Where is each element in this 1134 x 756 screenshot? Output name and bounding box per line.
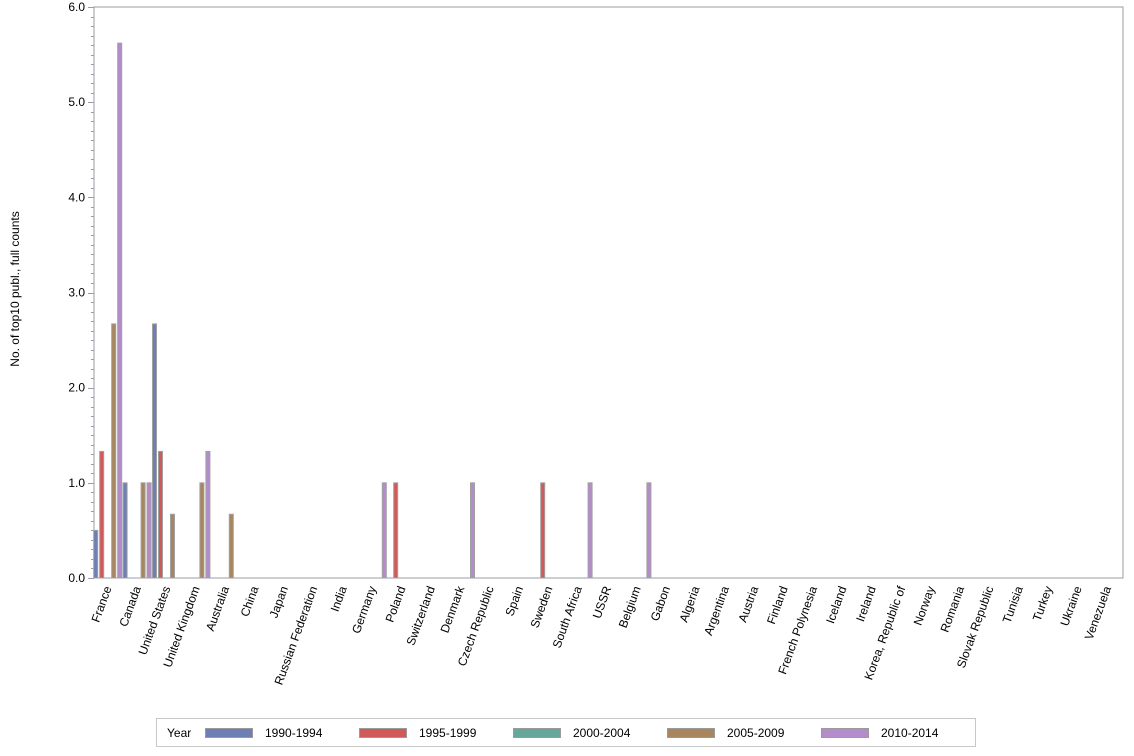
legend-label: 2000-2004: [573, 725, 631, 740]
x-tick-label: Iceland: [823, 584, 849, 625]
x-tick-label: Japan: [267, 584, 291, 620]
bar-2010-2014: [587, 482, 593, 579]
x-tick-label: Germany: [349, 584, 379, 635]
y-tick-label: 6.0: [68, 0, 85, 14]
legend-swatch: [205, 727, 253, 738]
x-tick-label: Ukraine: [1057, 584, 1084, 628]
bar-2010-2014: [117, 42, 123, 579]
x-tick-label: Argentina: [701, 584, 732, 637]
x-tick-label: Gabon: [648, 584, 673, 623]
x-tick-label: Belgium: [616, 584, 644, 630]
x-tick-label: Turkey: [1030, 584, 1056, 623]
legend-label: 1990-1994: [265, 725, 323, 740]
y-tick-label: 1.0: [68, 476, 85, 490]
x-tick-label: China: [238, 584, 262, 619]
y-tick-label: 4.0: [68, 190, 85, 204]
x-tick-label: France: [89, 584, 115, 624]
legend-swatch: [821, 727, 869, 738]
bar-2010-2014: [470, 482, 475, 579]
bar-2005-2009: [140, 482, 146, 579]
bar-2010-2014: [146, 482, 152, 579]
plot-frame: [93, 6, 1124, 579]
x-tick-label: Australia: [203, 584, 232, 633]
y-tick-label: 2.0: [68, 381, 85, 395]
y-tick-label: 5.0: [68, 95, 85, 109]
legend-label: 2010-2014: [881, 725, 939, 740]
y-axis: 0.0 1.0 2.0 3.0 4.0 5.0 6.0: [68, 0, 1124, 585]
x-tick-label: Finland: [764, 584, 791, 626]
x-tick-label: Norway: [911, 584, 938, 627]
x-tick-label: Poland: [383, 584, 409, 624]
x-tick-label: Romania: [938, 584, 968, 634]
bar-1995-1999: [393, 482, 399, 579]
legend-swatch: [513, 727, 561, 738]
x-tick-label: Sweden: [528, 584, 556, 630]
y-tick-label: 0.0: [68, 571, 85, 585]
legend-swatch: [667, 727, 715, 738]
chart-canvas: 0.0 1.0 2.0 3.0 4.0 5.0 6.0 France CanadaUnited…: [8, 0, 1124, 687]
legend-label: 2005-2009: [727, 725, 785, 740]
x-tick-label: Ireland: [853, 584, 879, 623]
x-tick-label: Algeria: [677, 584, 703, 624]
bar-1990-1994: [122, 482, 128, 579]
bar-1990-1994: [152, 323, 157, 579]
bar-2010-2014: [205, 450, 211, 579]
bar-2010-2014: [381, 482, 387, 579]
legend: Year 1990-1994 1995-1999 2000-2004 2005-…: [156, 718, 976, 747]
x-tick-label: Denmark: [438, 583, 468, 634]
bar-2005-2009: [111, 323, 117, 579]
x-tick-label: India: [328, 584, 350, 614]
legend-title: Year: [167, 725, 192, 740]
x-tick-label: Spain: [502, 584, 526, 618]
x-tick-label: USSR: [590, 584, 615, 620]
bar-2005-2009: [199, 482, 205, 579]
bar-1995-1999: [99, 450, 105, 579]
x-tick-label: Switzerland: [404, 584, 438, 647]
bar-2005-2009: [170, 513, 175, 579]
bar-2005-2009: [228, 513, 234, 579]
x-tick-label: Tunisia: [1000, 584, 1026, 625]
bars: [93, 42, 652, 579]
legend-item-2010-2014: 2010-2014: [821, 726, 975, 740]
y-axis-label: No. of top10 publ., full counts: [8, 211, 22, 366]
x-tick-label: South Africa: [550, 584, 585, 650]
legend-item-1990-1994: 1990-1994: [205, 726, 359, 740]
legend-item-2005-2009: 2005-2009: [667, 726, 821, 740]
x-tick-label: Canada: [116, 584, 144, 629]
bar-2010-2014: [646, 482, 652, 579]
bar-1995-1999: [158, 450, 163, 579]
x-tick-label: Venezuela: [1082, 584, 1114, 642]
legend-item-2000-2004: 2000-2004: [513, 726, 667, 740]
y-tick-label: 3.0: [68, 286, 85, 300]
bar-1995-1999: [540, 482, 546, 579]
legend-item-1995-1999: 1995-1999: [359, 726, 513, 740]
legend-label: 1995-1999: [419, 725, 477, 740]
legend-swatch: [359, 727, 407, 738]
x-tick-label: Austria: [735, 584, 761, 624]
bar-1990-1994: [93, 529, 99, 579]
